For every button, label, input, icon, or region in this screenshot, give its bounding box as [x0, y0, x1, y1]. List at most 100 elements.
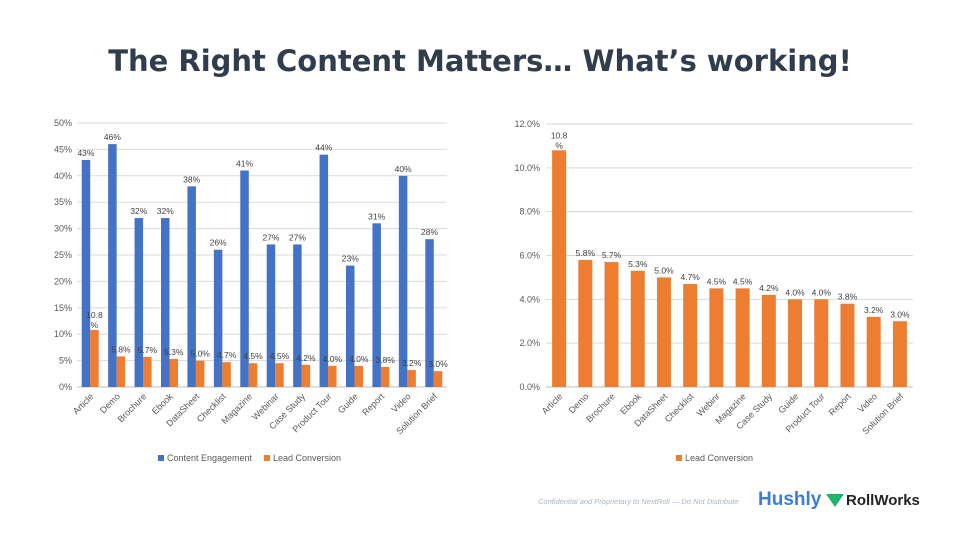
data-label: 3.8% — [375, 355, 395, 365]
data-label: 27% — [262, 232, 279, 242]
bar-lead-conversion — [90, 329, 99, 387]
data-label: 32% — [130, 206, 147, 216]
data-label: 32% — [157, 206, 174, 216]
legend-label: Lead Conversion — [685, 453, 753, 463]
data-label: 3.2% — [402, 358, 422, 368]
y-tick-label: 45% — [54, 144, 72, 154]
bar-lead-conversion — [169, 359, 178, 387]
rollworks-logo-icon — [826, 494, 844, 507]
bar-lead-conversion — [788, 299, 803, 387]
bar-lead-conversion — [275, 363, 284, 387]
bar-lead-conversion — [683, 283, 698, 387]
data-label: 10.8 — [551, 130, 568, 140]
data-label: 4.2% — [759, 283, 779, 293]
data-label: 4.5% — [270, 351, 290, 361]
bar-lead-conversion — [814, 299, 829, 387]
bar-lead-conversion — [328, 365, 337, 387]
bar-content-engagement — [346, 265, 355, 387]
y-tick-label: 50% — [54, 118, 72, 128]
x-tick-label: Ebook — [150, 391, 175, 416]
data-label: 4.0% — [349, 354, 369, 364]
data-label: 4.5% — [243, 351, 263, 361]
y-tick-label: 25% — [54, 250, 72, 260]
data-label: 4.0% — [323, 354, 343, 364]
y-tick-label: 4.0% — [519, 294, 540, 304]
data-label: 43% — [77, 148, 94, 158]
bar-lead-conversion — [195, 360, 205, 387]
y-tick-label: 20% — [54, 276, 72, 286]
data-label: 3.0% — [428, 359, 448, 369]
data-label: 41% — [236, 159, 253, 169]
data-label: 4.2% — [296, 353, 316, 363]
rollworks-logo: RollWorks — [846, 492, 920, 509]
bar-lead-conversion — [866, 316, 881, 387]
y-tick-label: 10.0% — [514, 163, 540, 173]
data-label: % — [91, 320, 99, 330]
data-label: 46% — [104, 132, 121, 142]
bar-content-engagement — [108, 144, 117, 387]
bar-lead-conversion — [604, 262, 619, 387]
confidential-footer: Confidential and Proprietary to NextRoll… — [538, 497, 739, 506]
x-tick-label: Guide — [776, 391, 800, 415]
bar-lead-conversion — [143, 356, 152, 387]
bar-lead-conversion — [380, 366, 390, 387]
bar-lead-conversion — [116, 356, 126, 387]
data-label: 40% — [395, 164, 412, 174]
y-tick-label: 12.0% — [514, 119, 540, 129]
bar-content-engagement — [81, 159, 91, 387]
data-label: 44% — [315, 143, 332, 153]
y-tick-label: 8.0% — [519, 207, 540, 217]
data-label: 5.0% — [654, 265, 674, 275]
bar-content-engagement — [134, 218, 144, 387]
bar-lead-conversion — [630, 270, 645, 387]
bar-lead-conversion — [709, 288, 724, 387]
y-tick-label: 10% — [54, 329, 72, 339]
data-label: 28% — [421, 227, 438, 237]
data-label: 4.5% — [733, 276, 753, 286]
data-label: 4.5% — [707, 276, 727, 286]
y-tick-label: 0% — [59, 382, 72, 392]
data-label: 26% — [210, 238, 227, 248]
bar-content-engagement — [319, 154, 329, 387]
x-tick-label: Article — [71, 391, 96, 416]
bar-content-engagement — [240, 170, 249, 387]
y-tick-label: 35% — [54, 197, 72, 207]
data-label: 4.0% — [812, 287, 832, 297]
bar-lead-conversion — [656, 277, 671, 387]
bar-content-engagement — [266, 244, 276, 387]
data-label: 5.8% — [111, 344, 131, 354]
hushly-logo: Hushly — [758, 489, 822, 510]
bar-content-engagement — [425, 239, 434, 387]
bar-content-engagement — [372, 223, 381, 387]
legend-label: Content Engagement — [167, 453, 253, 463]
bar-content-engagement — [293, 244, 302, 387]
data-label: 27% — [289, 232, 306, 242]
bar-lead-conversion — [407, 370, 416, 387]
data-label: 3.2% — [864, 305, 884, 315]
bar-lead-conversion — [552, 150, 567, 387]
x-tick-label: Video — [390, 391, 413, 414]
data-label: 5.3% — [628, 259, 648, 269]
data-label: 3.0% — [890, 309, 910, 319]
data-label: % — [555, 140, 563, 150]
data-label: 5.7% — [138, 345, 158, 355]
bar-content-engagement — [161, 218, 170, 387]
x-tick-label: Article — [540, 391, 565, 416]
bar-lead-conversion — [761, 294, 776, 387]
x-tick-label: Demo — [567, 391, 591, 415]
y-tick-label: 15% — [54, 303, 72, 313]
bar-content-engagement — [398, 175, 408, 387]
data-label: 38% — [183, 174, 200, 184]
legend-swatch — [158, 455, 164, 461]
x-tick-label: Guide — [336, 391, 360, 415]
y-tick-label: 2.0% — [519, 338, 540, 348]
legend-swatch — [676, 455, 682, 461]
x-tick-label: Report — [360, 391, 387, 418]
x-tick-label: Brochure — [116, 391, 149, 424]
x-tick-label: Demo — [98, 391, 122, 415]
legend-label: Lead Conversion — [273, 453, 341, 463]
bar-lead-conversion — [578, 259, 593, 387]
data-label: 4.0% — [785, 287, 805, 297]
bar-lead-conversion — [222, 362, 231, 387]
